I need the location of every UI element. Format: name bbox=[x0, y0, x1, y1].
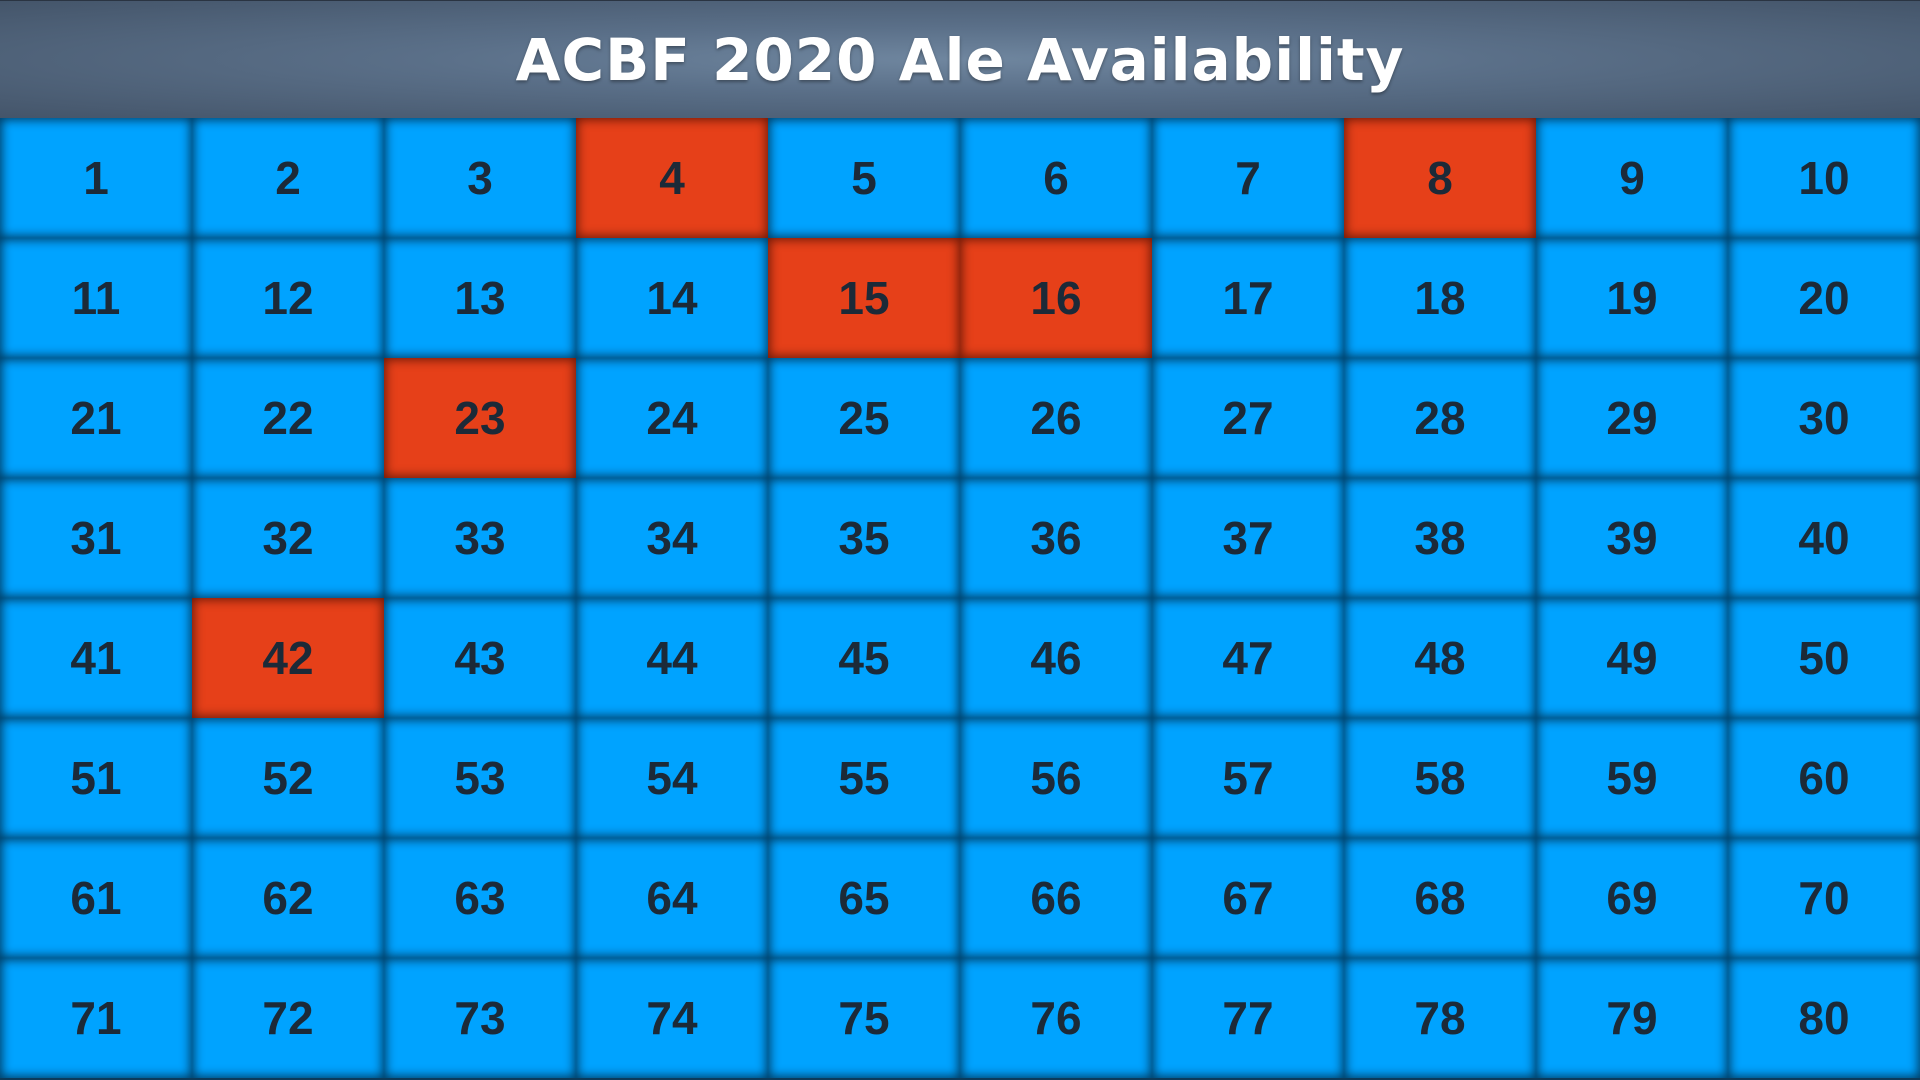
ale-cell-available: 27 bbox=[1152, 358, 1344, 478]
header-bar: ACBF 2020 Ale Availability bbox=[0, 0, 1920, 118]
ale-cell-available: 28 bbox=[1344, 358, 1536, 478]
ale-cell-available: 70 bbox=[1728, 838, 1920, 958]
ale-cell-available: 61 bbox=[0, 838, 192, 958]
ale-cell-available: 1 bbox=[0, 118, 192, 238]
ale-cell-unavailable: 16 bbox=[960, 238, 1152, 358]
ale-cell-available: 41 bbox=[0, 598, 192, 718]
ale-cell-available: 19 bbox=[1536, 238, 1728, 358]
ale-cell-available: 29 bbox=[1536, 358, 1728, 478]
ale-cell-available: 55 bbox=[768, 718, 960, 838]
ale-cell-unavailable: 42 bbox=[192, 598, 384, 718]
ale-cell-available: 25 bbox=[768, 358, 960, 478]
ale-cell-available: 6 bbox=[960, 118, 1152, 238]
ale-cell-available: 71 bbox=[0, 958, 192, 1078]
ale-cell-available: 63 bbox=[384, 838, 576, 958]
ale-cell-available: 36 bbox=[960, 478, 1152, 598]
ale-cell-available: 79 bbox=[1536, 958, 1728, 1078]
ale-cell-available: 17 bbox=[1152, 238, 1344, 358]
ale-cell-available: 72 bbox=[192, 958, 384, 1078]
ale-cell-available: 48 bbox=[1344, 598, 1536, 718]
ale-cell-available: 67 bbox=[1152, 838, 1344, 958]
page-title: ACBF 2020 Ale Availability bbox=[515, 25, 1405, 94]
ale-cell-available: 37 bbox=[1152, 478, 1344, 598]
ale-cell-available: 43 bbox=[384, 598, 576, 718]
ale-cell-available: 65 bbox=[768, 838, 960, 958]
ale-cell-available: 40 bbox=[1728, 478, 1920, 598]
ale-cell-available: 13 bbox=[384, 238, 576, 358]
ale-cell-available: 20 bbox=[1728, 238, 1920, 358]
ale-cell-available: 14 bbox=[576, 238, 768, 358]
ale-cell-available: 78 bbox=[1344, 958, 1536, 1078]
ale-cell-available: 53 bbox=[384, 718, 576, 838]
ale-cell-available: 7 bbox=[1152, 118, 1344, 238]
ale-cell-available: 56 bbox=[960, 718, 1152, 838]
ale-cell-available: 38 bbox=[1344, 478, 1536, 598]
ale-cell-available: 52 bbox=[192, 718, 384, 838]
ale-cell-available: 49 bbox=[1536, 598, 1728, 718]
ale-cell-available: 44 bbox=[576, 598, 768, 718]
ale-cell-available: 62 bbox=[192, 838, 384, 958]
ale-cell-available: 10 bbox=[1728, 118, 1920, 238]
ale-cell-available: 77 bbox=[1152, 958, 1344, 1078]
ale-cell-available: 59 bbox=[1536, 718, 1728, 838]
ale-cell-available: 18 bbox=[1344, 238, 1536, 358]
ale-cell-unavailable: 8 bbox=[1344, 118, 1536, 238]
ale-cell-available: 34 bbox=[576, 478, 768, 598]
ale-cell-available: 47 bbox=[1152, 598, 1344, 718]
ale-cell-available: 33 bbox=[384, 478, 576, 598]
ale-cell-available: 11 bbox=[0, 238, 192, 358]
ale-cell-unavailable: 23 bbox=[384, 358, 576, 478]
ale-cell-available: 3 bbox=[384, 118, 576, 238]
ale-cell-available: 51 bbox=[0, 718, 192, 838]
ale-cell-available: 5 bbox=[768, 118, 960, 238]
ale-cell-available: 73 bbox=[384, 958, 576, 1078]
ale-cell-available: 26 bbox=[960, 358, 1152, 478]
ale-cell-available: 35 bbox=[768, 478, 960, 598]
ale-cell-available: 50 bbox=[1728, 598, 1920, 718]
ale-cell-available: 75 bbox=[768, 958, 960, 1078]
ale-cell-unavailable: 4 bbox=[576, 118, 768, 238]
ale-cell-available: 66 bbox=[960, 838, 1152, 958]
ale-cell-available: 57 bbox=[1152, 718, 1344, 838]
ale-cell-available: 69 bbox=[1536, 838, 1728, 958]
ale-cell-available: 54 bbox=[576, 718, 768, 838]
ale-cell-available: 80 bbox=[1728, 958, 1920, 1078]
ale-cell-available: 31 bbox=[0, 478, 192, 598]
ale-cell-available: 58 bbox=[1344, 718, 1536, 838]
ale-cell-available: 74 bbox=[576, 958, 768, 1078]
ale-cell-available: 45 bbox=[768, 598, 960, 718]
ale-cell-available: 30 bbox=[1728, 358, 1920, 478]
ale-cell-available: 21 bbox=[0, 358, 192, 478]
ale-cell-available: 76 bbox=[960, 958, 1152, 1078]
ale-cell-available: 12 bbox=[192, 238, 384, 358]
ale-cell-available: 46 bbox=[960, 598, 1152, 718]
ale-grid: 1 2 3 4 5 6 7 8 9 10 11 12 13 14 15 16 17 18 19 20 21 22 23 24 2… bbox=[0, 118, 1920, 1080]
ale-cell-available: 39 bbox=[1536, 478, 1728, 598]
ale-cell-unavailable: 15 bbox=[768, 238, 960, 358]
ale-cell-available: 64 bbox=[576, 838, 768, 958]
ale-cell-available: 9 bbox=[1536, 118, 1728, 238]
ale-cell-available: 32 bbox=[192, 478, 384, 598]
ale-cell-available: 68 bbox=[1344, 838, 1536, 958]
ale-cell-available: 60 bbox=[1728, 718, 1920, 838]
ale-cell-available: 2 bbox=[192, 118, 384, 238]
ale-cell-available: 24 bbox=[576, 358, 768, 478]
ale-cell-available: 22 bbox=[192, 358, 384, 478]
